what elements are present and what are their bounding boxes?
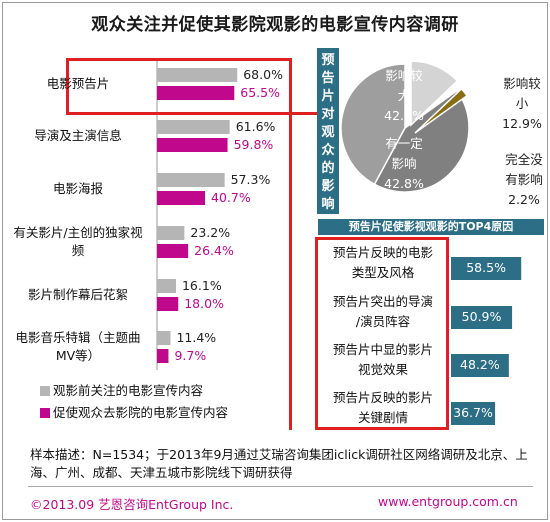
legend-item-0: 观影前关注的电影宣传内容 — [40, 383, 203, 399]
pie-side-label: 预告片对观众的影响 — [317, 48, 339, 214]
pie-label-2-line-2: 2.2% — [508, 192, 540, 207]
pie-slice-1 — [373, 89, 470, 193]
bar-gray-4 — [157, 279, 176, 293]
top4-category-0-line-1: 类型及风格 — [351, 265, 415, 280]
pie-side-label-text: 预告片对观众的影响 — [321, 53, 335, 212]
category-label-2-line-0: 电影海报 — [52, 181, 103, 196]
pie-label-0-line-2: 42.1% — [384, 108, 424, 123]
top4-bar-label-2: 48.2% — [460, 357, 500, 372]
pie-label-2-line-0: 完全没 — [505, 152, 543, 167]
pie-label-1-line-1: 影响 — [391, 156, 417, 171]
category-label-2: 电影海报 — [2, 180, 154, 198]
bar-gray-1 — [157, 120, 230, 134]
top4-category-3-line-0: 预告片反映的影片 — [332, 390, 433, 405]
pie-label-0-line-0: 影响较 — [385, 68, 423, 83]
pie-label-2: 完全没有影响 2.2% — [498, 150, 550, 210]
category-label-4: 影片制作幕后花絮 — [2, 286, 154, 304]
top4-bar-label-3: 36.7% — [453, 405, 493, 420]
bar-gray-label-3: 23.2% — [190, 225, 230, 240]
bar-magenta-2 — [157, 191, 206, 205]
highlight-box-trailer — [66, 58, 292, 115]
bar-gray-label-1: 61.6% — [236, 119, 276, 134]
top4-category-1-line-1: /演员阵容 — [355, 314, 411, 329]
bar-gray-2 — [157, 173, 225, 187]
bar-magenta-label-1: 59.8% — [234, 137, 274, 152]
bar-gray-0 — [157, 68, 238, 82]
category-label-1-line-0: 导演及主演信息 — [34, 128, 122, 143]
category-label-0-line-0: 电影预告片 — [46, 76, 110, 91]
category-label-5-line-0: 电影音乐特辑（主题曲 — [15, 330, 141, 345]
top4-category-3-line-1: 关键剧情 — [357, 410, 408, 425]
pie-label-0: 影响较大 42.1% — [372, 66, 436, 126]
top4-category-0: 预告片反映的电影 类型及风格 — [322, 243, 444, 283]
bar-magenta-label-5: 9.7% — [174, 348, 206, 363]
highlight-box-top4 — [315, 237, 449, 430]
bar-magenta-label-4: 18.0% — [184, 296, 224, 311]
bar-gray-label-4: 16.1% — [182, 278, 222, 293]
top4-category-3: 预告片反映的影片 关键剧情 — [322, 388, 444, 428]
bar-gray-label-5: 11.4% — [176, 330, 216, 345]
pie-label-3-line-2: 12.9% — [502, 116, 542, 131]
bar-gray-label-0: 68.0% — [243, 67, 283, 82]
bar-gray-3 — [157, 226, 185, 240]
pie-label-3: 影响较小 12.9% — [494, 74, 550, 134]
pie-slice-0 — [340, 63, 406, 186]
bar-magenta-4 — [157, 297, 179, 311]
top4-bar-3 — [451, 402, 496, 425]
category-label-5: 电影音乐特辑（主题曲 MV等） — [2, 329, 154, 365]
top4-bar-2 — [451, 354, 509, 377]
category-label-3-line-1: 频 — [71, 243, 85, 258]
category-label-5-line-1: MV等） — [55, 348, 101, 363]
legend-swatch-0 — [40, 385, 50, 396]
bar-magenta-label-2: 40.7% — [211, 190, 251, 205]
category-label-3: 有关影片/主创的独家视频 — [2, 224, 154, 260]
pie-label-3-line-1: 小 — [515, 96, 529, 111]
footer-divider — [28, 486, 533, 487]
top4-bar-0 — [451, 257, 522, 280]
top4-category-2-line-0: 预告片中显的影片 — [332, 342, 433, 357]
pie-label-1-line-0: 有一定 — [385, 136, 423, 151]
footer-url: www.entgroup.com.cn — [378, 494, 518, 509]
bar-magenta-1 — [157, 138, 228, 152]
category-label-3-line-0: 有关影片/主创的独家视 — [13, 225, 143, 240]
top4-ribbon-title: 预告片促使影视观影的TOP4原因 — [318, 219, 544, 235]
bar-gray-label-2: 57.3% — [231, 172, 271, 187]
bar-magenta-0 — [157, 86, 235, 100]
pie-slice-2 — [414, 87, 469, 134]
top4-bar-label-0: 58.5% — [466, 260, 506, 275]
top4-category-1-line-0: 预告片突出的导演 — [332, 294, 433, 309]
highlight-connector-horizontal — [292, 112, 318, 115]
legend-swatch-1 — [40, 407, 50, 418]
legend-label-0: 观影前关注的电影宣传内容 — [53, 383, 204, 398]
pie-slice-3 — [410, 60, 459, 127]
bar-gray-5 — [157, 331, 171, 345]
bar-magenta-label-0: 65.5% — [240, 85, 280, 100]
legend-label-1: 促使观众去影院的电影宣传内容 — [53, 405, 229, 420]
sample-note: 样本描述：N=1534；于2013年9月通过艾瑞咨询集团iclick调研社区网络… — [30, 447, 528, 480]
category-label-4-line-0: 影片制作幕后花絮 — [27, 287, 128, 302]
pie-label-3-line-0: 影响较 — [503, 76, 541, 91]
chart-title: 观众关注并促使其影院观影的电影宣传内容调研 — [91, 15, 459, 35]
bar-magenta-3 — [157, 244, 189, 258]
bar-magenta-5 — [157, 349, 169, 363]
footer-copyright: ©2013.09 艺恩咨询EntGroup Inc. — [30, 497, 234, 512]
category-label-0: 电影预告片 — [2, 75, 154, 93]
legend-item-1: 促使观众去影院的电影宣传内容 — [40, 405, 228, 421]
top4-category-2-line-1: 视觉效果 — [357, 362, 408, 377]
top4-bar-1 — [451, 306, 513, 329]
pie-label-2-line-1: 有影响 — [505, 172, 543, 187]
pie-label-1-line-2: 42.8% — [384, 176, 424, 191]
highlight-connector-vertical — [289, 113, 292, 430]
category-label-1: 导演及主演信息 — [2, 127, 154, 145]
top4-category-2: 预告片中显的影片 视觉效果 — [322, 340, 444, 380]
pie-label-1: 有一定影响 42.8% — [372, 134, 436, 194]
top4-bar-label-1: 50.9% — [461, 309, 502, 324]
bar-magenta-label-3: 26.4% — [194, 243, 234, 258]
top4-category-0-line-0: 预告片反映的电影 — [332, 245, 433, 260]
pie-label-0-line-1: 大 — [397, 88, 411, 103]
top4-category-1: 预告片突出的导演/演员阵容 — [322, 292, 444, 332]
